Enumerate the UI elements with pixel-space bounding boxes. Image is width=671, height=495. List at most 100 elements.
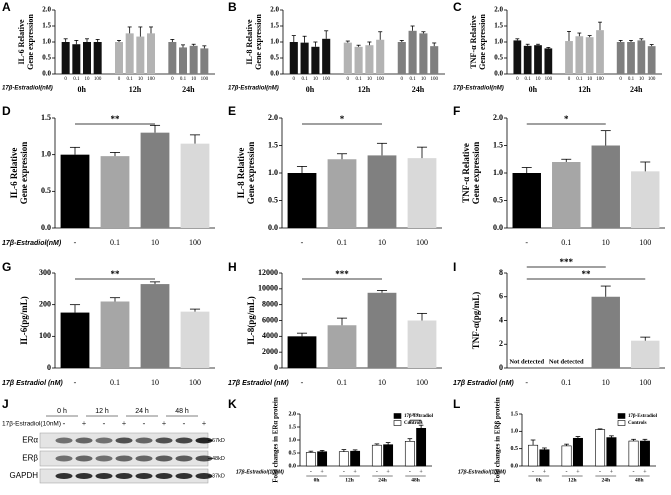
- bar: [552, 162, 581, 228]
- y-axis-label: Gene expression: [478, 14, 487, 70]
- x-tick-label: 0: [619, 77, 622, 82]
- x-tick-label: 12h: [568, 477, 577, 483]
- x-tick-label: 100: [94, 77, 102, 82]
- x-tick-label: 0: [401, 77, 404, 82]
- time-label: 24 h: [135, 408, 149, 415]
- bar: [322, 38, 331, 74]
- y-tick-label: 0: [274, 363, 278, 372]
- y-tick-label: 8000: [262, 299, 278, 308]
- y-tick-label: 300: [39, 268, 51, 277]
- y-tick-label: 0.0: [268, 223, 278, 232]
- x-axis-label: 17β-Estradiol(nM): [2, 240, 62, 247]
- x-axis-label: 17β-Estradiol(nM): [2, 86, 53, 92]
- blot-band: [115, 437, 133, 444]
- blot-band: [135, 473, 153, 479]
- bar: [596, 30, 604, 74]
- blot-band: [55, 473, 73, 479]
- y-tick-label: 8: [499, 268, 503, 277]
- y-axis-label: IL-6 Relative: [9, 148, 19, 199]
- x-tick-label: -: [301, 238, 304, 247]
- significance-label: **: [412, 412, 420, 420]
- treatment-label: -: [599, 469, 601, 475]
- blot-band: [175, 437, 193, 444]
- treatment-label: -: [343, 469, 345, 475]
- bar: [140, 132, 170, 228]
- y-axis-label: Gene expression: [246, 142, 256, 205]
- bar: [565, 41, 573, 74]
- x-tick-label: 0.1: [127, 77, 134, 82]
- legend-label: 17β-Estradiol: [628, 414, 658, 419]
- y-tick-label: 100: [39, 331, 51, 340]
- x-tick-label: 0.1: [561, 238, 571, 247]
- bar: [595, 429, 606, 467]
- blot-band: [55, 437, 73, 444]
- blot-band: [135, 455, 153, 462]
- significance-label: **: [111, 114, 121, 124]
- y-tick-label: 12000: [258, 268, 278, 277]
- value-label: Not detected: [509, 358, 544, 365]
- x-tick-label: 10: [313, 77, 319, 82]
- bar: [83, 42, 91, 74]
- bar: [376, 39, 385, 74]
- blot-band: [195, 473, 213, 479]
- sign-label: -: [143, 419, 146, 428]
- blot-band: [95, 455, 113, 462]
- sign-label: -: [63, 419, 66, 428]
- significance-label: ***: [560, 257, 574, 267]
- protein-label: GAPDH: [10, 471, 39, 480]
- blot-band: [195, 455, 213, 462]
- y-axis-label: TNF-α Relative: [461, 143, 471, 203]
- x-tick-label: 0.1: [73, 77, 80, 82]
- x-tick-label: 10: [587, 77, 593, 82]
- bar: [627, 42, 635, 74]
- bar: [407, 320, 437, 368]
- x-tick-label: 100: [322, 77, 330, 82]
- bar: [628, 440, 639, 467]
- bar: [100, 156, 130, 228]
- treatment-label: 17β-Estradiol(10nM): [2, 421, 61, 428]
- blot-band: [175, 455, 193, 462]
- x-tick-label: 100: [639, 238, 651, 247]
- bar: [561, 445, 572, 467]
- y-axis-label: IL-8 Relative: [236, 148, 246, 199]
- bar: [631, 171, 660, 228]
- panel-letter: A: [2, 0, 11, 14]
- legend-label: Controls: [628, 421, 647, 426]
- bar: [419, 33, 428, 74]
- x-tick-label: -: [74, 238, 77, 247]
- bar: [383, 444, 394, 467]
- y-tick-label: 1.0: [268, 168, 278, 177]
- bar: [404, 440, 415, 467]
- y-axis-label: IL-6 Relative: [17, 19, 26, 65]
- x-tick-label: 12h: [345, 477, 354, 483]
- y-axis-label: Gene expression: [26, 14, 35, 70]
- y-axis-label: Fold changes in ERβ protein: [494, 397, 502, 482]
- y-tick-label: 4000: [262, 331, 278, 340]
- x-axis-label: 17β-Estradiol(10nM): [236, 469, 284, 475]
- bar: [289, 42, 298, 74]
- x-tick-label: 0: [347, 77, 350, 82]
- bar: [513, 40, 522, 74]
- x-axis-label: 17β-Estradiol(nM): [228, 86, 279, 92]
- y-tick-label: 0: [499, 363, 503, 372]
- y-tick-label: 1.5: [42, 22, 51, 30]
- y-tick-label: 0.0: [494, 70, 503, 78]
- x-tick-label: 10: [536, 77, 542, 82]
- y-tick-label: 2.0: [493, 113, 503, 122]
- blot-band: [155, 455, 173, 462]
- x-tick-label: 100: [376, 77, 384, 82]
- x-tick-label: 10: [602, 238, 610, 247]
- bar: [311, 46, 320, 74]
- bar: [367, 292, 397, 368]
- bar: [140, 284, 170, 368]
- size-label: 67kD: [212, 438, 225, 444]
- bar: [639, 440, 650, 467]
- size-label: 37kD: [212, 473, 225, 479]
- treatment-label: -: [376, 469, 378, 475]
- x-tick-label: 0.1: [525, 77, 532, 82]
- treatment-label: -: [633, 469, 635, 475]
- x-tick-label: 0.1: [409, 77, 416, 82]
- y-axis-label: TNF-α Relative: [469, 15, 478, 69]
- bar: [100, 301, 130, 368]
- x-tick-label: 24h: [378, 477, 387, 483]
